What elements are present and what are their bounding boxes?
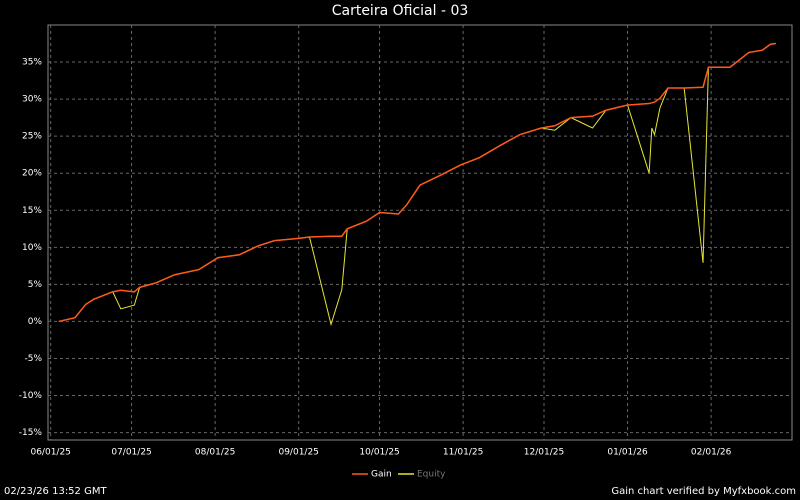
y-tick-label: 10% [22, 243, 42, 253]
y-tick-label: 15% [22, 206, 42, 216]
y-tick-label: 30% [22, 95, 42, 105]
x-tick-label: 02/01/26 [691, 448, 732, 458]
x-tick-label: 09/01/25 [278, 448, 318, 458]
chart-title: Carteira Oficial - 03 [332, 3, 469, 19]
x-tick-label: 10/01/25 [359, 448, 399, 458]
legend-label: Equity [417, 470, 446, 480]
y-tick-label: -15% [19, 428, 43, 438]
x-tick-label: 01/01/26 [607, 448, 648, 458]
y-tick-label: 20% [22, 169, 42, 179]
y-tick-label: 5% [28, 280, 43, 290]
footer-timestamp: 02/23/26 13:52 GMT [4, 486, 107, 497]
y-tick-label: 25% [22, 132, 42, 142]
x-tick-label: 06/01/25 [30, 448, 70, 458]
y-tick-label: -10% [19, 391, 43, 401]
x-tick-label: 12/01/25 [524, 448, 564, 458]
y-tick-label: -5% [24, 354, 42, 364]
x-tick-label: 07/01/25 [111, 448, 151, 458]
x-tick-label: 08/01/25 [195, 448, 235, 458]
plot-area [47, 24, 793, 441]
y-tick-label: 35% [22, 58, 42, 68]
footer-verified: Gain chart verified by Myfxbook.com [611, 486, 796, 497]
series-line [58, 42, 776, 323]
y-tick-label: 0% [28, 317, 43, 327]
x-tick-label: 11/01/25 [443, 448, 483, 458]
legend-label: Gain [371, 470, 392, 480]
series-line [58, 43, 776, 327]
